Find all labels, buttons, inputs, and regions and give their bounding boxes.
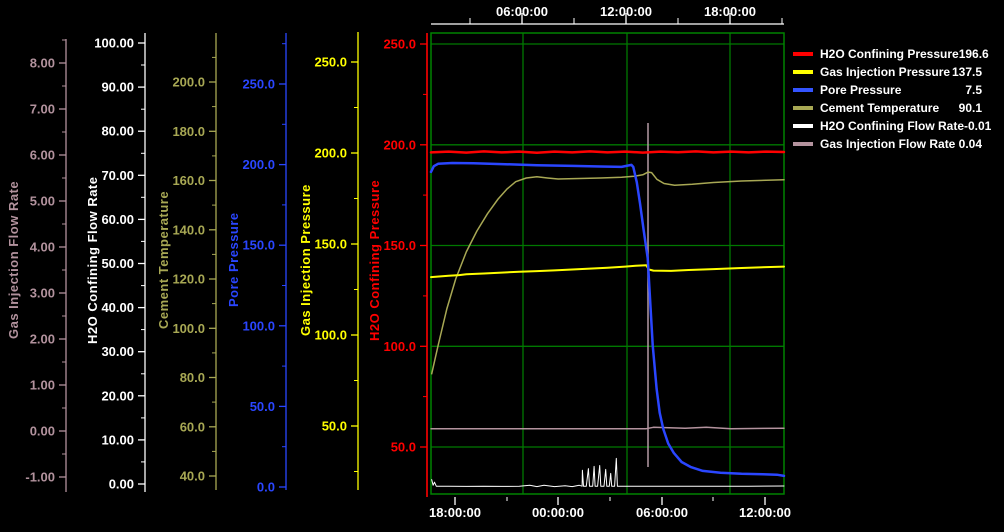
- y-axis-tick-label: 250.0: [242, 77, 275, 92]
- y-axis-tick-label: 10.00: [101, 432, 134, 447]
- legend-value: 137.5: [951, 65, 982, 79]
- gas-injection-pressure-trace: [430, 264, 785, 279]
- y-axis-tick-label: 40.00: [101, 300, 134, 315]
- bottom-axis-time-label: 12:00:00: [739, 505, 791, 520]
- y-axis-tick-label: 70.00: [101, 168, 134, 183]
- axis-title-pore-pressure: Pore Pressure: [226, 212, 241, 308]
- y-axis-tick-label: 50.00: [101, 256, 134, 271]
- y-axis-tick-label: 120.0: [172, 272, 205, 287]
- y-axis-tick-label: 8.00: [30, 56, 55, 71]
- y-axis-tick-label: 140.0: [172, 222, 205, 237]
- axis-title-cement-temperature: Cement Temperature: [156, 190, 171, 330]
- legend-swatch-icon: [793, 70, 813, 74]
- y-axis-tick-label: 0.0: [257, 480, 275, 495]
- y-axis-tick-label: 180.0: [172, 124, 205, 139]
- y-axis-tick-label: 3.00: [30, 286, 55, 301]
- legend-swatch-icon: [793, 124, 813, 128]
- top-axis-time-label: 18:00:00: [704, 4, 756, 19]
- y-axis-tick-label: 80.00: [101, 124, 134, 139]
- legend-value: 7.5: [965, 83, 982, 97]
- legend-value: 0.04: [958, 137, 982, 151]
- y-axis-tick-label: 150.0: [383, 238, 416, 253]
- legend-swatch-icon: [793, 88, 813, 92]
- y-axis-tick-label: 50.0: [250, 399, 275, 414]
- legend-item-h2o-confining-pressure[interactable]: H2O Confining Pressure 196.6: [793, 47, 989, 61]
- axis-title-h2o-confining-pressure: H2O Confining Pressure: [367, 179, 382, 341]
- y-axis-tick-label: 100.0: [172, 321, 205, 336]
- gas-injection-flow-rate-trace: [430, 426, 785, 430]
- y-axis-tick-label: 40.0: [180, 469, 205, 484]
- y-axis-tick-label: 200.0: [242, 157, 275, 172]
- y-axis-tick-label: 5.00: [30, 194, 55, 209]
- legend-item-h2o-confining-flow-rate[interactable]: H2O Confining Flow Rate -0.01: [793, 119, 991, 133]
- plot-border: [430, 32, 785, 495]
- legend-label: Pore Pressure: [820, 83, 902, 97]
- y-axis-tick-label: 0.00: [109, 477, 134, 492]
- legend-value: 90.1: [958, 101, 982, 115]
- y-axis-tick-label: 2.00: [30, 332, 55, 347]
- y-axis-tick-label: 250.0: [314, 55, 347, 70]
- top-axis-time-label: 06:00:00: [496, 4, 548, 19]
- y-axis-tick-label: 1.00: [30, 378, 55, 393]
- y-axis-tick-label: 200.0: [172, 75, 205, 90]
- y-axis-tick-label: 150.0: [242, 238, 275, 253]
- bottom-axis-time-label: 06:00:00: [636, 505, 688, 520]
- y-axis-tick-label: 50.0: [391, 440, 416, 455]
- legend-value: -0.01: [964, 119, 992, 133]
- top-axis-time-label: 12:00:00: [600, 4, 652, 19]
- h2o-confining-flow-rate-trace: [431, 457, 785, 488]
- y-axis-tick-label: -1.00: [25, 470, 55, 485]
- legend-label: H2O Confining Flow Rate: [820, 119, 964, 133]
- y-axis-tick-label: 50.0: [322, 419, 347, 434]
- axis-title-gas-injection-flow-rate: Gas Injection Flow Rate: [6, 180, 21, 340]
- cement-temperature-trace: [430, 171, 785, 375]
- y-axis-tick-label: 80.0: [180, 370, 205, 385]
- legend-swatch-icon: [793, 142, 813, 146]
- y-axis-tick-label: 100.0: [314, 328, 347, 343]
- y-axis-tick-label: 150.0: [314, 237, 347, 252]
- legend-label: Gas Injection Flow Rate: [820, 137, 956, 151]
- y-axis-tick-label: 30.00: [101, 344, 134, 359]
- legend-label: Cement Temperature: [820, 101, 940, 115]
- legend-swatch-icon: [793, 106, 813, 110]
- y-axis-tick-label: 6.00: [30, 148, 55, 163]
- y-axis-tick-label: 100.0: [242, 318, 275, 333]
- y-axis-tick-label: 7.00: [30, 102, 55, 117]
- y-axis-tick-label: 160.0: [172, 173, 205, 188]
- legend-item-gas-injection-flow-rate[interactable]: Gas Injection Flow Rate 0.04: [793, 137, 982, 151]
- y-axis-tick-label: 200.0: [314, 146, 347, 161]
- y-axis-tick-label: 0.00: [30, 424, 55, 439]
- y-axis-tick-label: 90.00: [101, 80, 134, 95]
- y-axis-tick-label: 4.00: [30, 240, 55, 255]
- pore-pressure-trace: [429, 161, 786, 478]
- y-axis-tick-label: 60.00: [101, 212, 134, 227]
- y-axis-tick-label: 200.0: [383, 137, 416, 152]
- legend-label: H2O Confining Pressure: [820, 47, 959, 61]
- y-axis-tick-label: 100.0: [383, 339, 416, 354]
- h2o-confining-pressure-trace: [429, 150, 786, 155]
- legend-item-cement-temperature[interactable]: Cement Temperature 90.1: [793, 101, 982, 115]
- axis-title-gas-injection-pressure: Gas Injection Pressure: [298, 184, 313, 336]
- legend-label: Gas Injection Pressure: [820, 65, 951, 79]
- bottom-axis-time-label: 18:00:00: [429, 505, 481, 520]
- axis-title-h2o-confining-flow-rate: H2O Confining Flow Rate: [85, 176, 100, 344]
- legend-item-gas-injection-pressure[interactable]: Gas Injection Pressure 137.5: [793, 65, 982, 79]
- legend-value: 196.6: [958, 47, 989, 61]
- bottom-axis-time-label: 00:00:00: [532, 505, 584, 520]
- y-axis-tick-label: 20.00: [101, 388, 134, 403]
- y-axis-tick-label: 60.0: [180, 419, 205, 434]
- y-axis-tick-label: 100.00: [94, 36, 134, 51]
- legend: H2O Confining Pressure 196.6 Gas Injecti…: [793, 47, 991, 151]
- legend-item-pore-pressure[interactable]: Pore Pressure 7.5: [793, 83, 982, 97]
- y-axis-tick-label: 250.0: [383, 37, 416, 52]
- legend-swatch-icon: [793, 52, 813, 56]
